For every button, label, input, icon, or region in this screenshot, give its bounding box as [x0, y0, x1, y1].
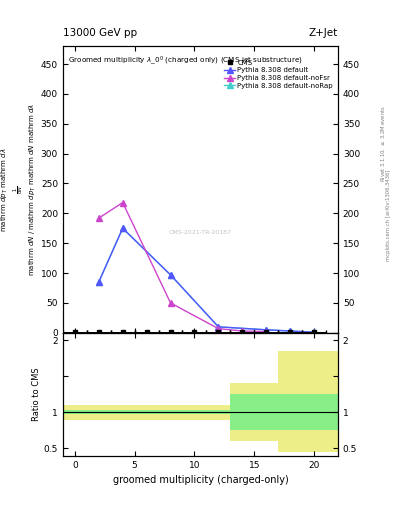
Text: Groomed multiplicity $\lambda\_0^0$ (charged only) (CMS jet substructure): Groomed multiplicity $\lambda\_0^0$ (cha…: [68, 55, 303, 68]
Text: mcplots.cern.ch [arXiv:1306.3436]: mcplots.cern.ch [arXiv:1306.3436]: [386, 169, 391, 261]
Y-axis label: Ratio to CMS: Ratio to CMS: [32, 368, 41, 421]
Text: Z+Jet: Z+Jet: [309, 28, 338, 38]
Text: Rivet 3.1.10, $\geq$ 3.2M events: Rivet 3.1.10, $\geq$ 3.2M events: [379, 105, 387, 182]
Legend: CMS, Pythia 8.308 default, Pythia 8.308 default-noFsr, Pythia 8.308 default-noRa: CMS, Pythia 8.308 default, Pythia 8.308 …: [223, 58, 334, 90]
X-axis label: groomed multiplicity (charged-only): groomed multiplicity (charged-only): [112, 475, 288, 485]
Y-axis label: mathrm $d^2$N
mathrm $dp_T$ mathrm $d\lambda$
$\frac{1}{\mathrm{d}N}$
mathrm $dN: mathrm $d^2$N mathrm $dp_T$ mathrm $d\la…: [0, 103, 38, 276]
Text: CMS-2021-TR-20187: CMS-2021-TR-20187: [169, 230, 232, 235]
Text: 13000 GeV pp: 13000 GeV pp: [63, 28, 137, 38]
